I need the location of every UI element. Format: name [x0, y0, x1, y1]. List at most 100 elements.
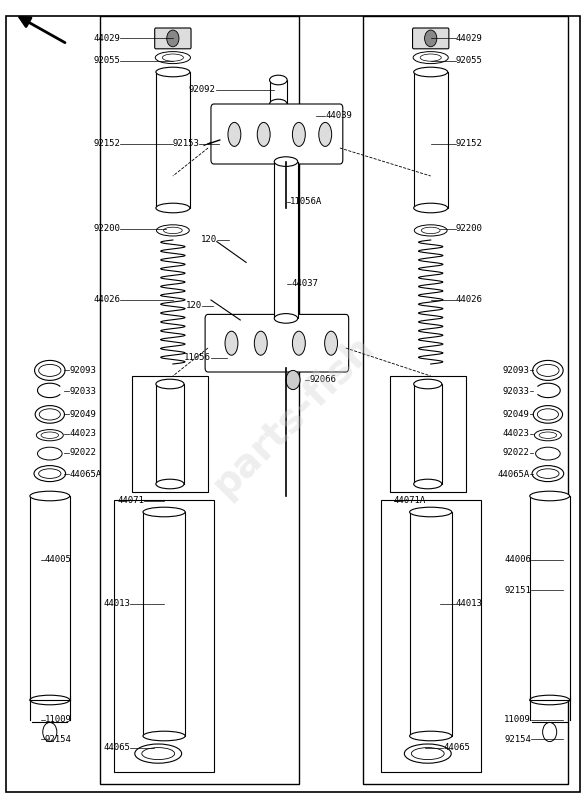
Text: 44065: 44065 [103, 743, 130, 753]
Text: 92049: 92049 [503, 410, 530, 419]
Ellipse shape [292, 331, 305, 355]
Circle shape [167, 30, 179, 46]
Ellipse shape [36, 430, 63, 441]
Ellipse shape [410, 731, 452, 741]
FancyBboxPatch shape [410, 512, 452, 736]
Text: 44065A: 44065A [69, 470, 101, 479]
Ellipse shape [325, 331, 338, 355]
Text: 44013: 44013 [103, 599, 130, 609]
Ellipse shape [39, 469, 61, 478]
Ellipse shape [533, 360, 563, 380]
Text: 44005: 44005 [45, 555, 71, 565]
Circle shape [543, 722, 557, 742]
Ellipse shape [414, 479, 442, 489]
Ellipse shape [534, 430, 561, 441]
FancyBboxPatch shape [270, 80, 287, 104]
Text: 92033: 92033 [69, 386, 96, 396]
Ellipse shape [420, 54, 441, 61]
Text: 92154: 92154 [504, 734, 531, 744]
Ellipse shape [270, 99, 287, 109]
Text: 44039: 44039 [325, 111, 352, 121]
Ellipse shape [537, 364, 559, 376]
Text: 92151: 92151 [504, 586, 531, 595]
FancyBboxPatch shape [205, 314, 349, 372]
Ellipse shape [143, 507, 185, 517]
Ellipse shape [156, 203, 190, 213]
FancyBboxPatch shape [155, 28, 191, 49]
Text: 92092: 92092 [189, 85, 216, 94]
Text: 11056: 11056 [184, 353, 211, 362]
Ellipse shape [41, 432, 59, 438]
Text: 92154: 92154 [45, 734, 71, 744]
Ellipse shape [39, 409, 60, 420]
Text: 11009: 11009 [504, 715, 531, 725]
FancyBboxPatch shape [530, 496, 570, 700]
Text: 44029: 44029 [456, 34, 483, 43]
Text: 11009: 11009 [45, 715, 71, 725]
Ellipse shape [292, 122, 305, 146]
FancyBboxPatch shape [414, 72, 448, 208]
Ellipse shape [530, 695, 570, 705]
Ellipse shape [414, 379, 442, 389]
Text: 92200: 92200 [456, 224, 483, 234]
Ellipse shape [254, 331, 267, 355]
Ellipse shape [156, 67, 190, 77]
Ellipse shape [39, 364, 61, 376]
Text: 44026: 44026 [456, 295, 483, 305]
Ellipse shape [414, 67, 448, 77]
Ellipse shape [414, 225, 447, 236]
Ellipse shape [163, 227, 182, 234]
Ellipse shape [228, 122, 241, 146]
Ellipse shape [30, 491, 70, 501]
Text: 44037: 44037 [291, 279, 318, 289]
FancyBboxPatch shape [413, 28, 449, 49]
Text: parts-fish: parts-fish [205, 328, 381, 504]
Ellipse shape [274, 157, 298, 166]
Text: 92055: 92055 [93, 56, 120, 66]
Ellipse shape [162, 54, 183, 61]
Text: 44023: 44023 [69, 429, 96, 438]
Ellipse shape [537, 409, 558, 420]
Circle shape [43, 722, 57, 742]
Ellipse shape [38, 447, 62, 460]
Text: 44065A: 44065A [498, 470, 530, 479]
Ellipse shape [135, 744, 182, 763]
Ellipse shape [413, 51, 448, 63]
FancyBboxPatch shape [156, 72, 190, 208]
Ellipse shape [257, 122, 270, 146]
Ellipse shape [404, 744, 451, 763]
Ellipse shape [532, 466, 564, 482]
Text: 44013: 44013 [456, 599, 483, 609]
Text: 120: 120 [185, 301, 202, 310]
Text: 92049: 92049 [69, 410, 96, 419]
Text: 92093: 92093 [503, 366, 530, 375]
Ellipse shape [530, 491, 570, 501]
Ellipse shape [539, 432, 557, 438]
Text: 92022: 92022 [503, 448, 530, 458]
Text: 92033: 92033 [503, 386, 530, 396]
Text: 44071A: 44071A [394, 496, 426, 506]
Text: 92055: 92055 [456, 56, 483, 66]
FancyBboxPatch shape [211, 104, 343, 164]
Text: 44006: 44006 [504, 555, 531, 565]
Ellipse shape [156, 379, 184, 389]
Text: 92152: 92152 [93, 139, 120, 149]
Ellipse shape [274, 314, 298, 323]
Ellipse shape [143, 731, 185, 741]
Text: 44065: 44065 [443, 743, 470, 753]
Text: 44023: 44023 [503, 429, 530, 438]
Ellipse shape [533, 406, 563, 423]
FancyBboxPatch shape [274, 162, 298, 318]
Ellipse shape [537, 469, 559, 478]
Text: 44071: 44071 [117, 496, 144, 506]
Ellipse shape [410, 507, 452, 517]
Text: 44026: 44026 [93, 295, 120, 305]
Ellipse shape [421, 227, 440, 234]
Ellipse shape [34, 466, 66, 482]
Text: 92093: 92093 [69, 366, 96, 375]
Ellipse shape [35, 360, 65, 380]
FancyBboxPatch shape [30, 496, 70, 700]
Ellipse shape [319, 122, 332, 146]
Ellipse shape [142, 747, 175, 760]
Text: 92066: 92066 [309, 375, 336, 385]
